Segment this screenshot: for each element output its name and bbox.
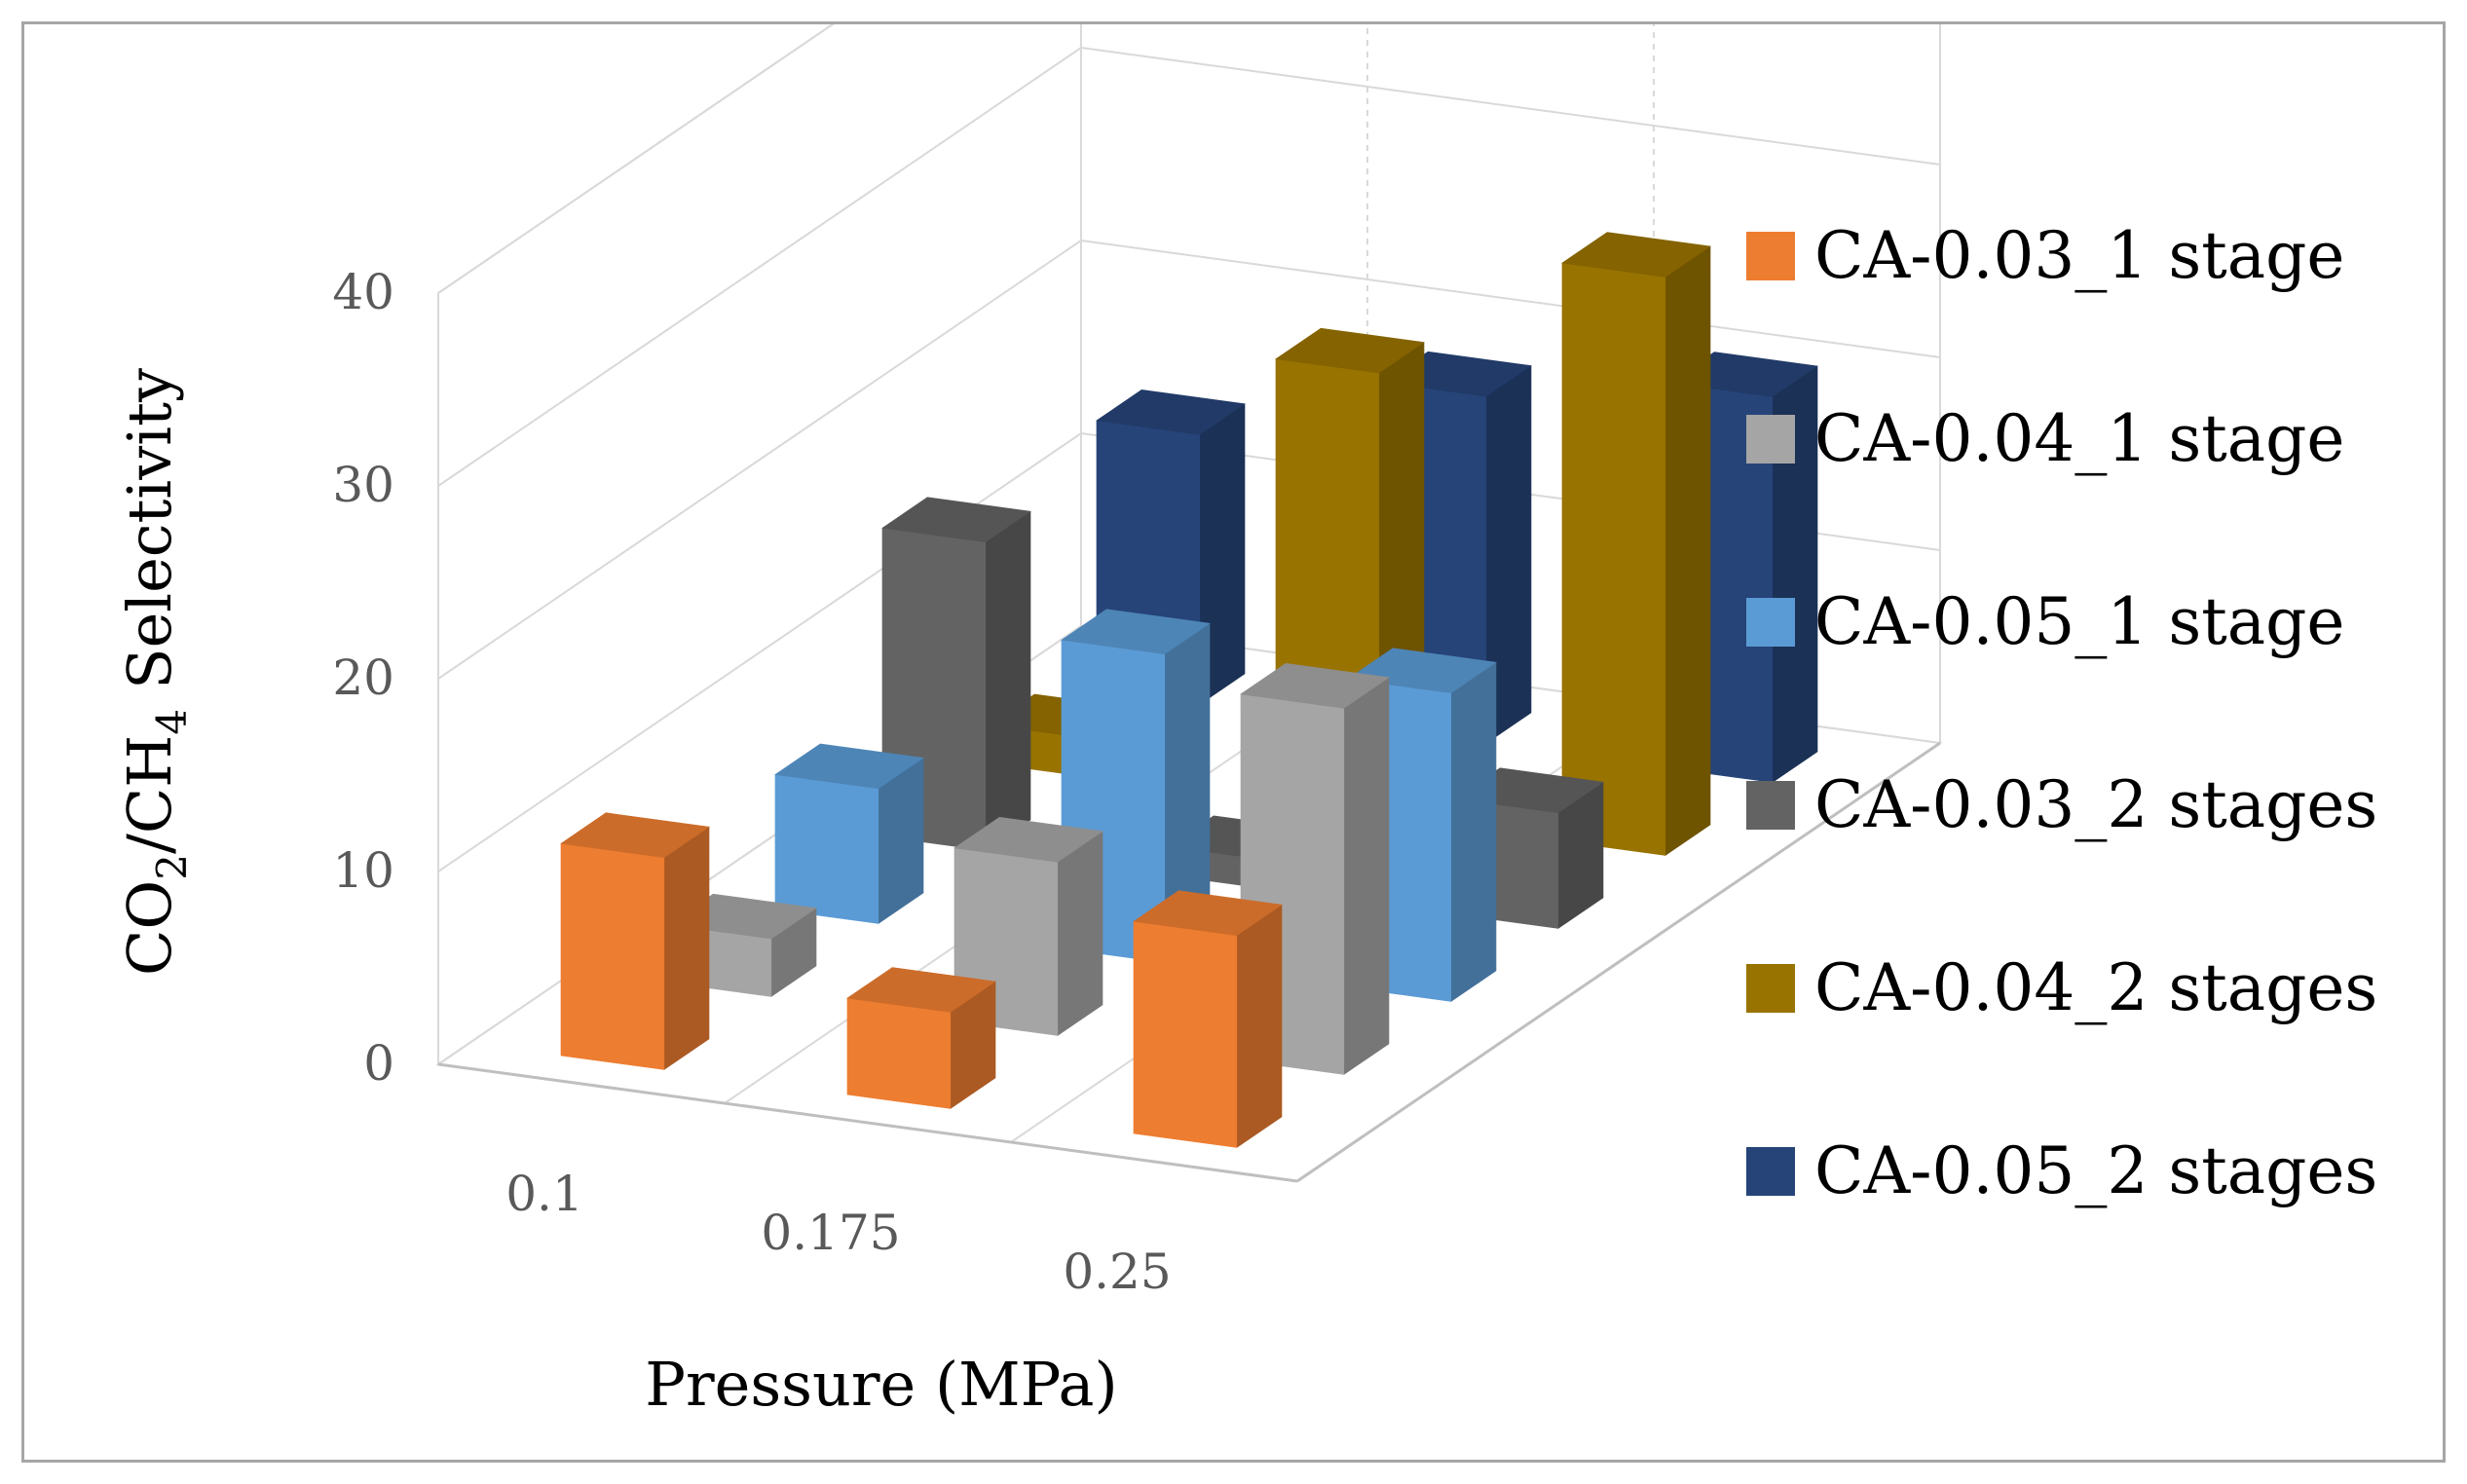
legend-swatch [1746, 232, 1795, 280]
bar-top-face [1275, 327, 1425, 374]
bar-top-face [1096, 390, 1246, 435]
legend-swatch [1746, 1147, 1795, 1196]
y-tick-label: 30 [332, 457, 394, 513]
chart-frame: 0 10 20 30 40 0.1 0.175 0.25 Pressure (MPa) CO2… [21, 21, 2446, 1463]
depth-axis-line [1296, 741, 1941, 1183]
y-axis-title: CO2/CH4Selectivity [114, 368, 196, 976]
x-axis-title: Pressure (MPa) [645, 1349, 1117, 1420]
bar-front-face [774, 774, 879, 924]
y-tick-label: 20 [332, 649, 394, 706]
bar-top-face [881, 497, 1031, 542]
bar-front-face [846, 997, 952, 1109]
bar-ca-0-03-1-stage-0.25 [1133, 890, 1283, 1149]
x-tick-label: 0.1 [505, 1166, 583, 1222]
chart-svg: 0 10 20 30 40 0.1 0.175 0.25 Pressure (MPa) CO2… [114, 24, 2377, 1420]
legend-swatch [1746, 415, 1795, 464]
legend-label: CA-0.04_1 stage [1814, 401, 2344, 476]
bar-ca-0-03-1-stage-0.1 [560, 812, 710, 1071]
legend-swatch [1746, 781, 1795, 830]
legend-swatch [1746, 964, 1795, 1013]
y-tick-label: 10 [332, 842, 394, 899]
gridline-side [437, 240, 1082, 680]
bar-side-face [1450, 661, 1497, 1003]
bar-ca-0-04-2-stages-0.25 [1561, 232, 1711, 857]
bar-side-face [1664, 245, 1711, 857]
bar-ca-0-05-1-stage-0.175 [1061, 609, 1211, 964]
legend: CA-0.03_1 stage CA-0.04_1 stage CA-0.05_1 … [1746, 218, 2377, 1208]
bar-side-face [1236, 904, 1283, 1149]
bar-side-face [663, 826, 710, 1071]
bar-top-face [1561, 232, 1711, 278]
legend-label: CA-0.05_1 stage [1814, 584, 2344, 659]
bar-ca-0-05-1-stage-0.1 [774, 743, 924, 925]
legend-label: CA-0.04_2 stages [1814, 950, 2377, 1025]
bar-top-face [1061, 609, 1211, 654]
legend-label: CA-0.05_2 stages [1814, 1133, 2377, 1208]
x-tick-label: 0.175 [761, 1205, 900, 1261]
axes: 0 10 20 30 40 0.1 0.175 0.25 [332, 264, 1941, 1300]
bar-top-face [774, 743, 924, 790]
legend-label: CA-0.03_2 stages [1814, 767, 2377, 842]
gridline-back [1080, 240, 1941, 358]
gridline-side [437, 47, 1082, 487]
bar-top-face [846, 967, 996, 1013]
y-tick-label: 40 [332, 264, 394, 320]
bar-top-face [953, 817, 1103, 863]
bar-front-face [560, 842, 665, 1070]
bar-front-face [1561, 262, 1666, 856]
bar-front-face [1133, 920, 1238, 1148]
bar-side-face [1343, 677, 1390, 1076]
x-tick-label: 0.25 [1063, 1243, 1171, 1300]
legend-swatch [1746, 598, 1795, 647]
bar-top-face [1240, 663, 1390, 709]
bar-ca-0-03-1-stage-0.175 [846, 967, 996, 1110]
bar-top-face [560, 812, 710, 858]
bar-side-face [985, 510, 1031, 852]
bar-top-face [1133, 890, 1283, 936]
gridline-side [437, 24, 835, 294]
legend-label: CA-0.03_1 stage [1814, 218, 2344, 293]
x-axis-line [437, 1062, 1298, 1183]
bars [560, 232, 1818, 1149]
y-tick-label: 0 [363, 1035, 394, 1092]
bar-side-face [1057, 831, 1103, 1037]
gridline-back [1080, 47, 1941, 166]
